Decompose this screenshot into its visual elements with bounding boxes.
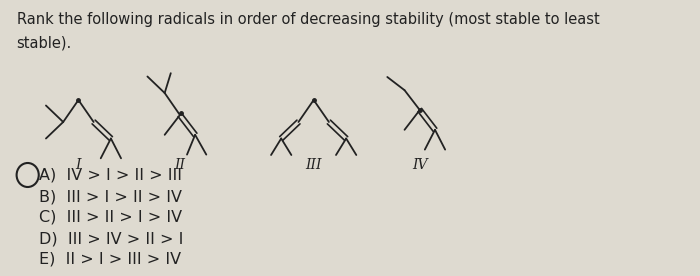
- Text: III: III: [305, 158, 322, 172]
- Text: B)  III > I > II > IV: B) III > I > II > IV: [38, 189, 182, 204]
- Text: IV: IV: [412, 158, 428, 172]
- Text: C)  III > II > I > IV: C) III > II > I > IV: [38, 210, 182, 225]
- Text: stable).: stable).: [17, 35, 72, 50]
- Text: E)  II > I > III > IV: E) II > I > III > IV: [38, 252, 181, 267]
- Text: D)  III > IV > II > I: D) III > IV > II > I: [38, 231, 183, 246]
- Text: A)  IV > I > II > III: A) IV > I > II > III: [38, 168, 182, 183]
- Text: Rank the following radicals in order of decreasing stability (most stable to lea: Rank the following radicals in order of …: [17, 12, 599, 27]
- Text: II: II: [174, 158, 186, 172]
- Text: I: I: [76, 158, 81, 172]
